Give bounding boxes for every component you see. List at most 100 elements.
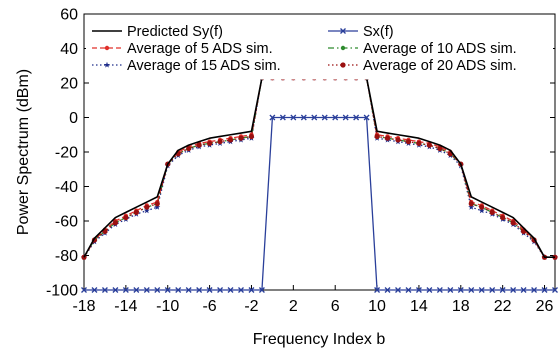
data-point: [500, 214, 506, 221]
data-point: [238, 287, 244, 293]
data-point: [133, 287, 140, 293]
data-point: [374, 133, 380, 140]
data-point: [101, 287, 108, 293]
data-point: [479, 204, 485, 210]
data-point: [186, 145, 192, 152]
y-tick-label: -60: [55, 214, 78, 231]
data-point: [91, 287, 98, 293]
data-point: [144, 204, 150, 210]
data-point: [405, 287, 412, 293]
data-point: [510, 287, 517, 293]
data-point: [415, 287, 422, 293]
data-point: [552, 287, 558, 293]
data-point: [384, 135, 391, 141]
legend-label: Average of 5 ADS sim.: [127, 41, 273, 57]
y-axis-title: Power Spectrum (dBm): [15, 69, 32, 235]
data-point: [353, 114, 360, 121]
data-point: [217, 287, 224, 293]
y-tick-label: -40: [55, 179, 78, 196]
x-tick-label: -6: [202, 298, 216, 315]
data-point: [279, 114, 286, 121]
y-tick-label: 60: [60, 7, 78, 24]
legend: Predicted Sy(f) Sx(f) Average of 5 ADS sim…: [86, 15, 553, 80]
series-sx-f: [81, 114, 558, 293]
data-point: [395, 137, 401, 143]
x-tick-label: 6: [331, 298, 340, 315]
data-point: [143, 207, 150, 214]
data-point: [374, 287, 381, 293]
x-tick-label: 26: [536, 298, 554, 315]
data-point: [81, 287, 87, 293]
legend-entry: Average of 10 ADS sim.: [328, 41, 517, 57]
data-point: [290, 114, 297, 121]
y-tick-label: -100: [46, 283, 78, 300]
data-point: [154, 204, 161, 210]
x-tick-label: -18: [72, 298, 95, 315]
legend-marker: [103, 61, 111, 68]
data-point: [207, 140, 213, 146]
data-point: [457, 287, 464, 293]
data-point: [112, 287, 119, 293]
data-point: [154, 287, 161, 293]
y-tick-label: 0: [69, 110, 78, 127]
data-point: [342, 114, 349, 121]
x-axis: -18 -14 -10 -6 -2 2 6 10 14 18 22 26: [72, 285, 554, 315]
data-point: [311, 114, 318, 121]
data-point: [531, 287, 538, 293]
data-point: [122, 287, 129, 293]
data-point: [332, 114, 339, 121]
x-tick-label: 2: [289, 298, 298, 315]
data-point: [478, 207, 485, 214]
data-point: [499, 287, 506, 293]
legend-background: [86, 15, 553, 80]
data-point: [437, 145, 443, 152]
legend-marker: [340, 62, 346, 68]
x-axis-title: Frequency Index b: [253, 331, 386, 348]
y-tick-label: 20: [60, 76, 78, 93]
legend-marker: [340, 28, 346, 34]
data-point: [384, 287, 391, 293]
data-point: [416, 140, 422, 146]
data-point: [269, 114, 276, 121]
data-point: [248, 287, 255, 293]
data-point: [185, 287, 192, 293]
series-line: [84, 116, 555, 291]
data-point: [217, 139, 223, 145]
data-point: [468, 204, 475, 210]
data-point: [489, 209, 495, 215]
y-axis: 60 40 20 0 -20 -40 -60 -80 -100: [46, 7, 555, 300]
data-point: [426, 142, 432, 148]
legend-label: Average of 15 ADS sim.: [127, 58, 281, 74]
x-tick-label: -14: [114, 298, 137, 315]
data-point: [154, 201, 160, 207]
data-point: [258, 287, 265, 293]
legend-entry: Predicted Sy(f): [92, 24, 223, 40]
legend-label: Average of 20 ADS sim.: [363, 58, 517, 74]
data-point: [227, 137, 234, 143]
data-point: [248, 133, 255, 140]
data-point: [112, 220, 118, 226]
x-tick-label: 10: [368, 298, 386, 315]
data-point: [238, 135, 244, 141]
x-tick-label: 14: [410, 298, 428, 315]
series-line: [83, 77, 555, 258]
legend-marker: [104, 45, 110, 51]
y-tick-label: -20: [55, 145, 78, 162]
x-tick-label: -10: [156, 298, 179, 315]
data-point: [363, 114, 370, 121]
data-point: [143, 287, 150, 293]
data-point: [468, 201, 474, 207]
data-point: [164, 287, 171, 293]
y-tick-label: -80: [55, 248, 78, 265]
legend-entry: Average of 20 ADS sim.: [328, 58, 517, 74]
data-point: [510, 220, 516, 226]
data-point: [133, 209, 139, 215]
series-layer: [80, 74, 558, 293]
data-point: [123, 214, 129, 221]
legend-label: Average of 10 ADS sim.: [363, 41, 517, 57]
data-point: [196, 287, 203, 293]
data-point: [321, 114, 328, 121]
data-point: [206, 287, 213, 293]
data-point: [227, 287, 234, 293]
legend-marker: [340, 45, 346, 51]
